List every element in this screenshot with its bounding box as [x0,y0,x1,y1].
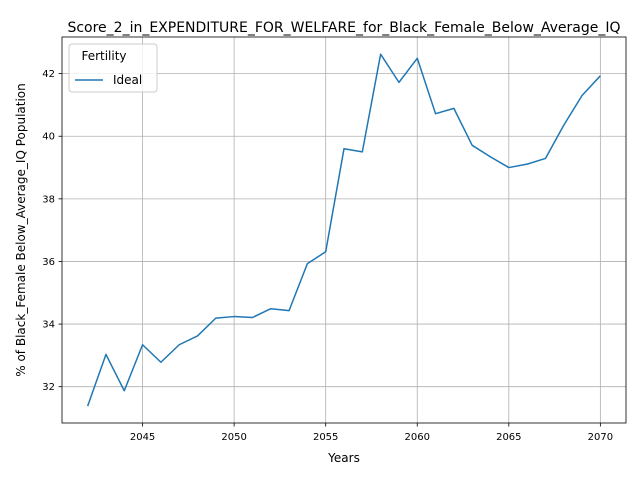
y-tick-label: 34 [42,320,55,331]
y-axis-ticks: 32 34 36 38 40 42 [42,69,62,393]
y-tick-label: 40 [42,132,55,143]
x-tick-label: 2060 [405,432,430,443]
chart-title: Score_2_in_EXPENDITURE_FOR_WELFARE_for_B… [67,20,620,36]
series-lines [86,53,601,407]
x-tick-label: 2065 [496,432,521,443]
x-axis-ticks: 2045 2050 2055 2060 2065 2070 [130,423,613,443]
x-tick-label: 2045 [130,432,155,443]
legend: Fertility Ideal [68,43,158,93]
y-tick-label: 32 [42,382,55,393]
x-tick-label: 2055 [313,432,338,443]
series-line-ideal [86,53,601,407]
x-tick-label: 2050 [221,432,246,443]
grid-lines [62,37,626,423]
legend-title: Fertility [81,49,126,63]
x-axis-label: Years [327,451,360,465]
x-tick-label: 2070 [588,432,613,443]
y-tick-label: 38 [42,194,55,205]
y-axis-label: % of Black_Female Below_Average_IQ Popul… [14,83,28,377]
legend-label: Ideal [113,73,142,87]
plot-area-frame [61,36,627,424]
y-tick-label: 42 [42,69,55,80]
y-tick-label: 36 [42,257,55,268]
